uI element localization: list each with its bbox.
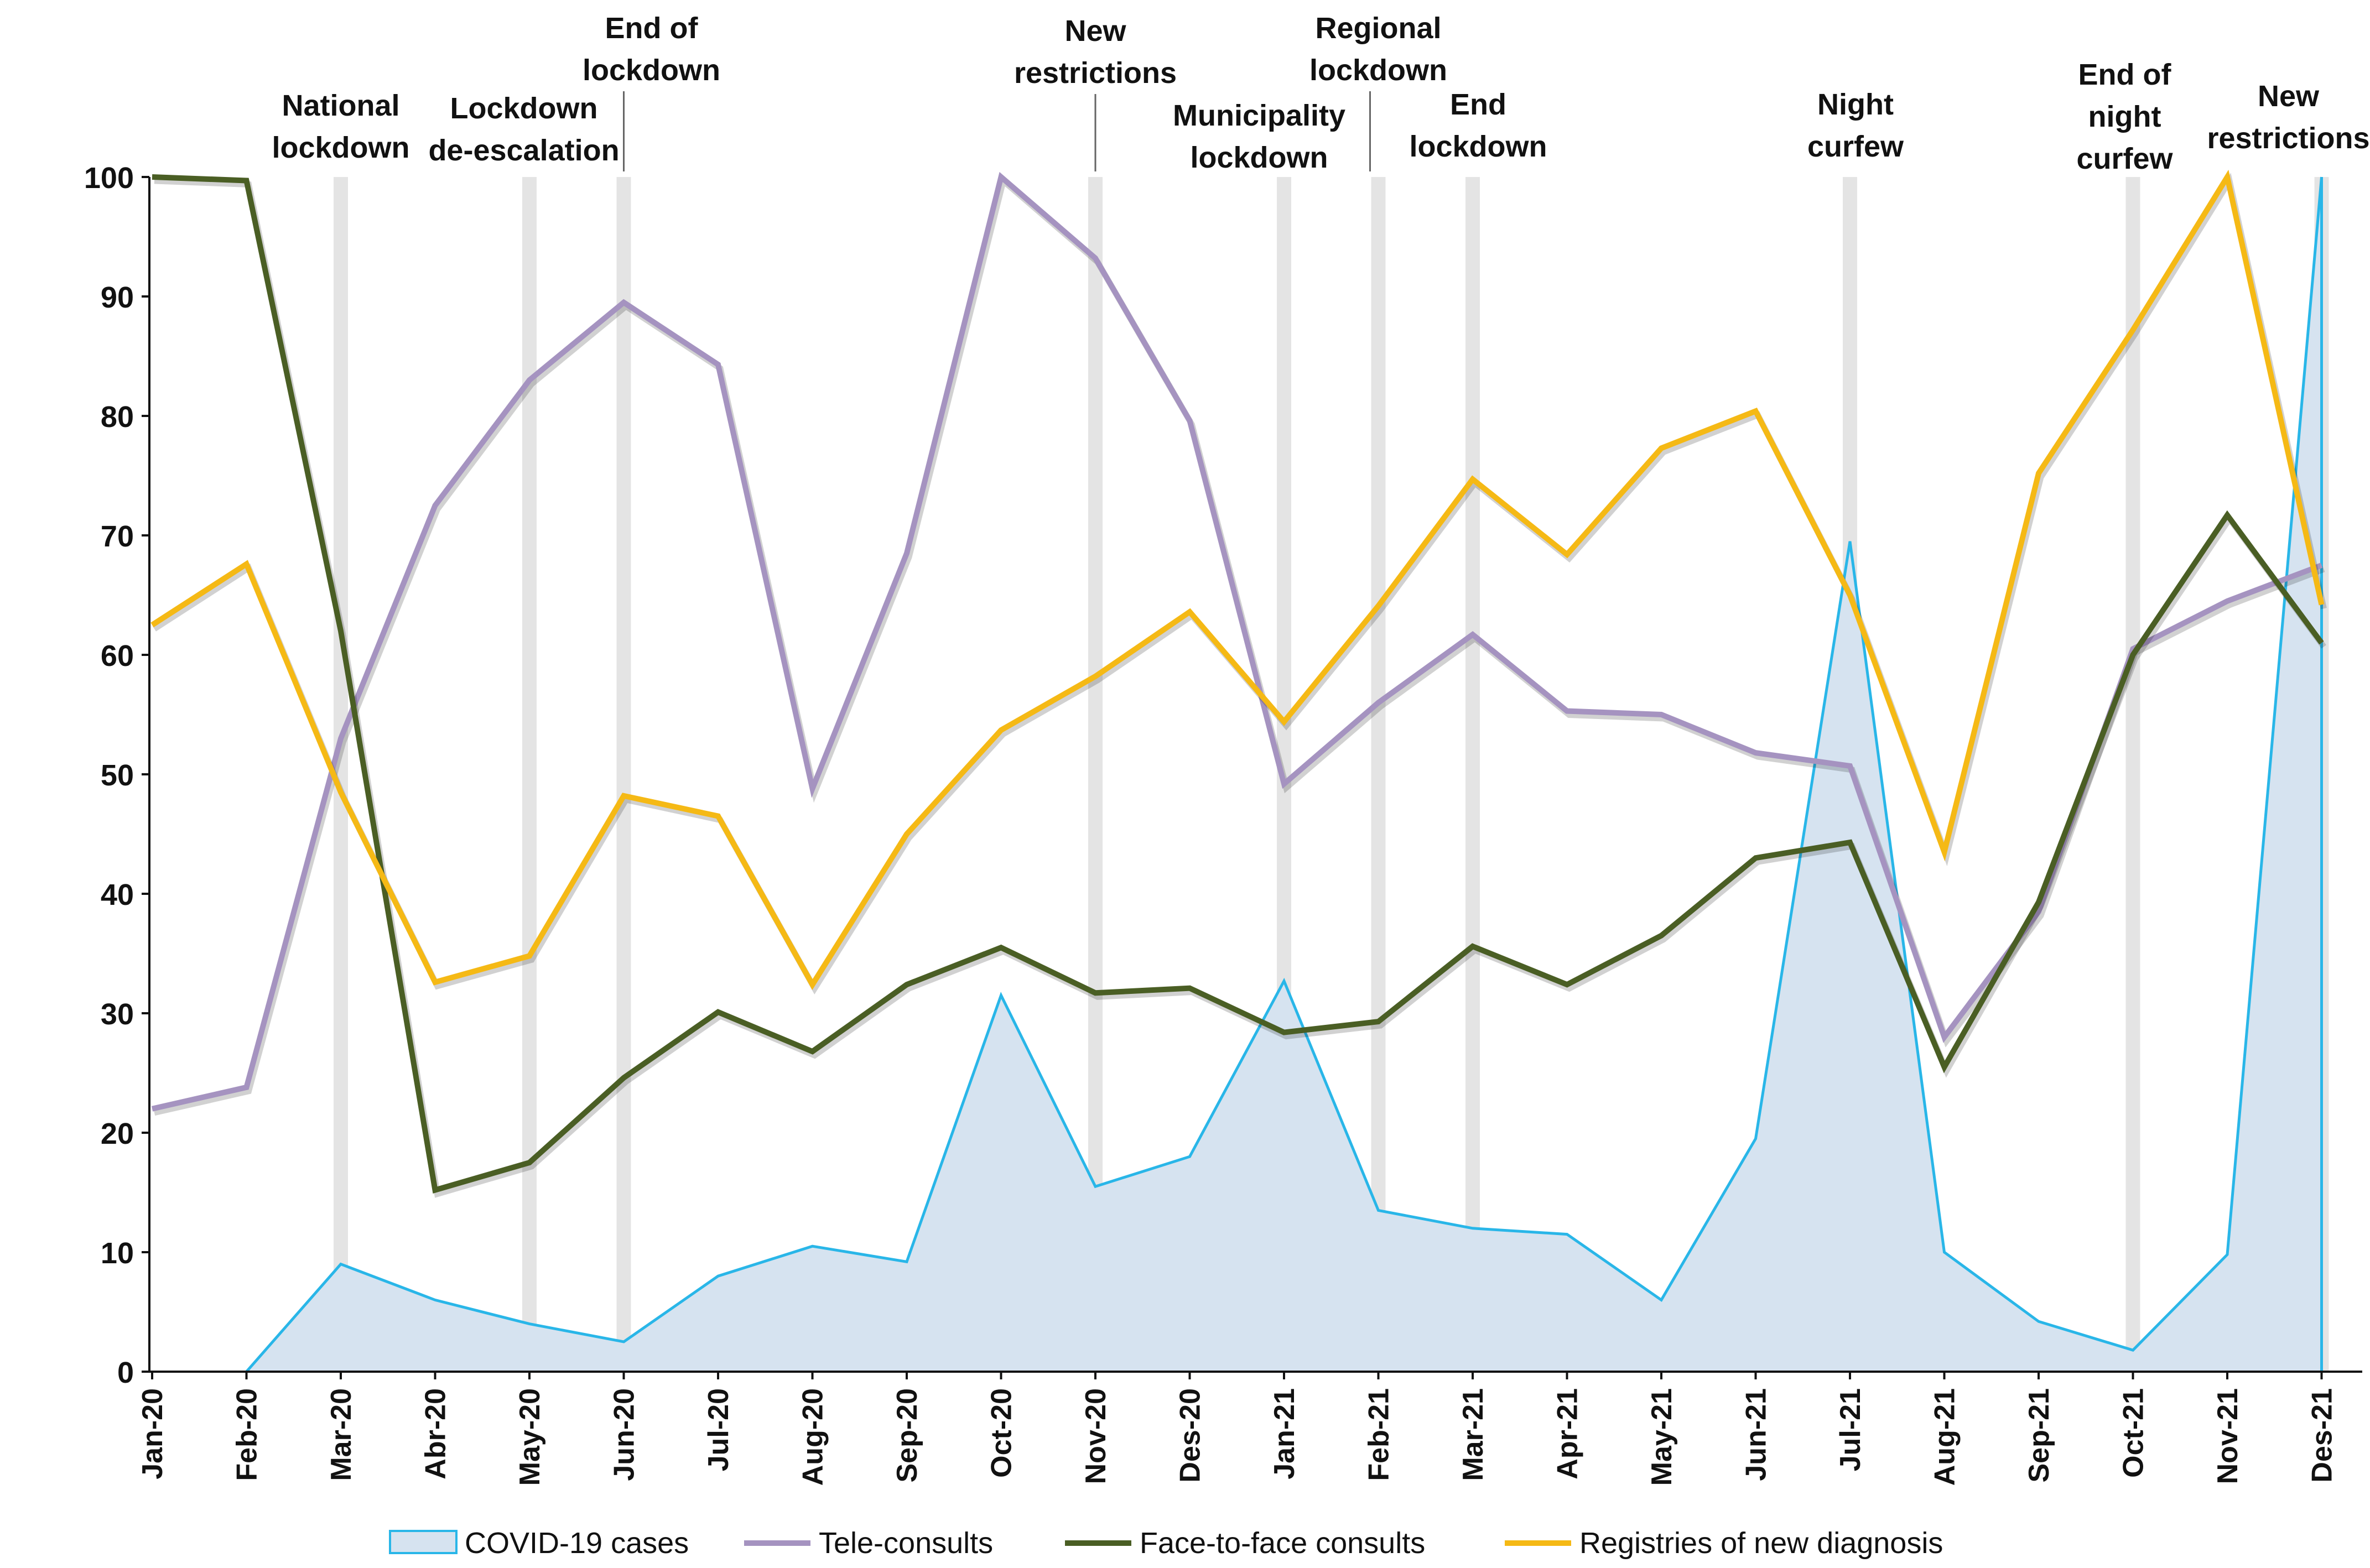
- x-tick-label-apr-21: Apr-21: [1552, 1388, 1584, 1480]
- legend-label-face-to-face-consults: Face-to-face consults: [1140, 1527, 1425, 1560]
- x-tick-label-may-20: May-20: [514, 1388, 546, 1486]
- x-tick-label-aug-20: Aug-20: [797, 1388, 829, 1486]
- area-layer: [245, 176, 2323, 1373]
- event-label-end-lockdown-mar-21-line-2: lockdown: [1409, 130, 1547, 163]
- series-line-tele-consults: [151, 171, 2323, 1112]
- event-label-end-of-night-curfew-oct-21-line-2: night: [2088, 100, 2161, 133]
- legend-label-tele-consults: Tele-consults: [819, 1527, 993, 1560]
- series-line-covid-19-cases: [245, 176, 2323, 1373]
- event-band-nov-20: [1088, 177, 1103, 1372]
- legend-label-covid-19-cases: COVID-19 cases: [465, 1527, 689, 1560]
- event-label-new-restrictions-nov-20-line-2: restrictions: [1014, 56, 1177, 90]
- x-tick-label-abr-20: Abr-20: [420, 1388, 452, 1480]
- x-tick-label-jun-20: Jun-20: [609, 1388, 641, 1481]
- x-tick-label-nov-21: Nov-21: [2212, 1388, 2244, 1484]
- axes: [142, 176, 2362, 1379]
- event-label-end-of-night-curfew-oct-21-line-3: curfew: [2076, 142, 2173, 175]
- y-tick-label-100: 100: [84, 162, 134, 195]
- event-label-end-lockdown-mar-21-line-1: End: [1450, 88, 1506, 121]
- series-line-registries-of-new-diagnosis: [150, 169, 2325, 990]
- x-tick-label-sep-20: Sep-20: [891, 1388, 923, 1483]
- x-tick-label-feb-20: Feb-20: [231, 1388, 263, 1481]
- event-label-national-lockdown-mar-20-line-1: National: [282, 89, 399, 122]
- x-tick-label-oct-21: Oct-21: [2118, 1388, 2150, 1478]
- x-tick-labels: Jan-20 Feb-20 Mar-20 Abr-20 May-20 Jun-20 Jul-…: [137, 1388, 2338, 1486]
- legend-label-registries-of-new-diagnosis: Registries of new diagnosis: [1579, 1527, 1943, 1560]
- event-label-end-of-lockdown-jun-20-line-1: End of: [605, 12, 699, 45]
- event-label-national-lockdown-mar-20-line-2: lockdown: [272, 131, 409, 164]
- event-label-municipality-lockdown-jan-21-line-2: lockdown: [1190, 141, 1328, 174]
- event-label-regional-lockdown-feb-21-line-1: Regional: [1315, 12, 1441, 45]
- event-label-night-curfew-jul-21-line-1: Night: [1817, 88, 1894, 121]
- y-tick-label-0: 0: [117, 1356, 134, 1389]
- event-label-new-restrictions-nov-20-line-1: New: [1064, 14, 1126, 48]
- event-label-municipality-lockdown-jan-21-line-1: Municipality: [1173, 99, 1345, 132]
- event-label-lockdown-de-escalation-may-20-line-1: Lockdown: [450, 92, 598, 125]
- x-tick-label-feb-21: Feb-21: [1363, 1388, 1395, 1481]
- y-tick-label-90: 90: [101, 281, 134, 314]
- series-line-face-to-face-consults: [152, 174, 2324, 1194]
- y-tick-label-70: 70: [101, 520, 134, 553]
- line-layer: [150, 169, 2327, 1198]
- x-tick-label-des-20: Des-20: [1174, 1388, 1207, 1483]
- y-tick-labels: 0 10 20 30 40 50 60 70 80 90 100: [84, 162, 134, 1389]
- x-tick-label-nov-20: Nov-20: [1080, 1388, 1112, 1484]
- x-tick-label-jun-21: Jun-21: [1740, 1388, 1773, 1481]
- y-tick-label-40: 40: [101, 878, 134, 911]
- x-tick-label-jul-21: Jul-21: [1834, 1388, 1867, 1471]
- y-tick-label-10: 10: [101, 1237, 134, 1270]
- event-band-mar-21: [1465, 177, 1480, 1372]
- x-tick-label-mar-20: Mar-20: [325, 1388, 357, 1481]
- series-area-fill-covid-19-cases: [246, 177, 2322, 1372]
- y-tick-label-20: 20: [101, 1117, 134, 1150]
- event-label-new-restrictions-des-21-line-2: restrictions: [2207, 122, 2369, 155]
- event-label-night-curfew-jul-21-line-2: curfew: [1807, 130, 1904, 163]
- legend-swatch-covid-19-cases: [389, 1530, 458, 1554]
- y-tick-label-30: 30: [101, 998, 134, 1031]
- x-tick-label-may-21: May-21: [1646, 1388, 1678, 1486]
- event-label-new-restrictions-des-21-line-1: New: [2258, 80, 2320, 113]
- x-tick-label-des-21: Des-21: [2306, 1388, 2338, 1483]
- event-label-end-of-lockdown-jun-20-line-2: lockdown: [583, 54, 720, 87]
- y-tick-label-50: 50: [101, 759, 134, 792]
- y-tick-label-60: 60: [101, 639, 134, 673]
- legend: COVID-19 cases Tele-consults Face-to-face …: [389, 1527, 1943, 1560]
- event-band-oct-21: [2125, 177, 2140, 1372]
- x-tick-label-jan-21: Jan-21: [1269, 1388, 1301, 1480]
- x-tick-label-mar-21: Mar-21: [1457, 1388, 1489, 1481]
- event-band-may-20: [522, 177, 537, 1372]
- event-label-lockdown-de-escalation-may-20-line-2: de-escalation: [428, 134, 619, 167]
- x-tick-label-jan-20: Jan-20: [137, 1388, 169, 1480]
- event-label-end-of-night-curfew-oct-21-line-1: End of: [2078, 58, 2172, 91]
- y-tick-label-80: 80: [101, 400, 134, 434]
- event-annotations: National lockdown Lockdown de-escalation End…: [272, 12, 2369, 175]
- x-tick-label-aug-21: Aug-21: [1929, 1388, 1961, 1486]
- x-tick-label-sep-21: Sep-21: [2023, 1388, 2055, 1483]
- event-band-feb-21: [1371, 177, 1386, 1372]
- event-label-regional-lockdown-feb-21-line-2: lockdown: [1309, 54, 1447, 87]
- x-tick-label-oct-20: Oct-20: [986, 1388, 1018, 1478]
- x-tick-label-jul-20: Jul-20: [703, 1388, 735, 1471]
- event-band-jun-20: [616, 177, 631, 1372]
